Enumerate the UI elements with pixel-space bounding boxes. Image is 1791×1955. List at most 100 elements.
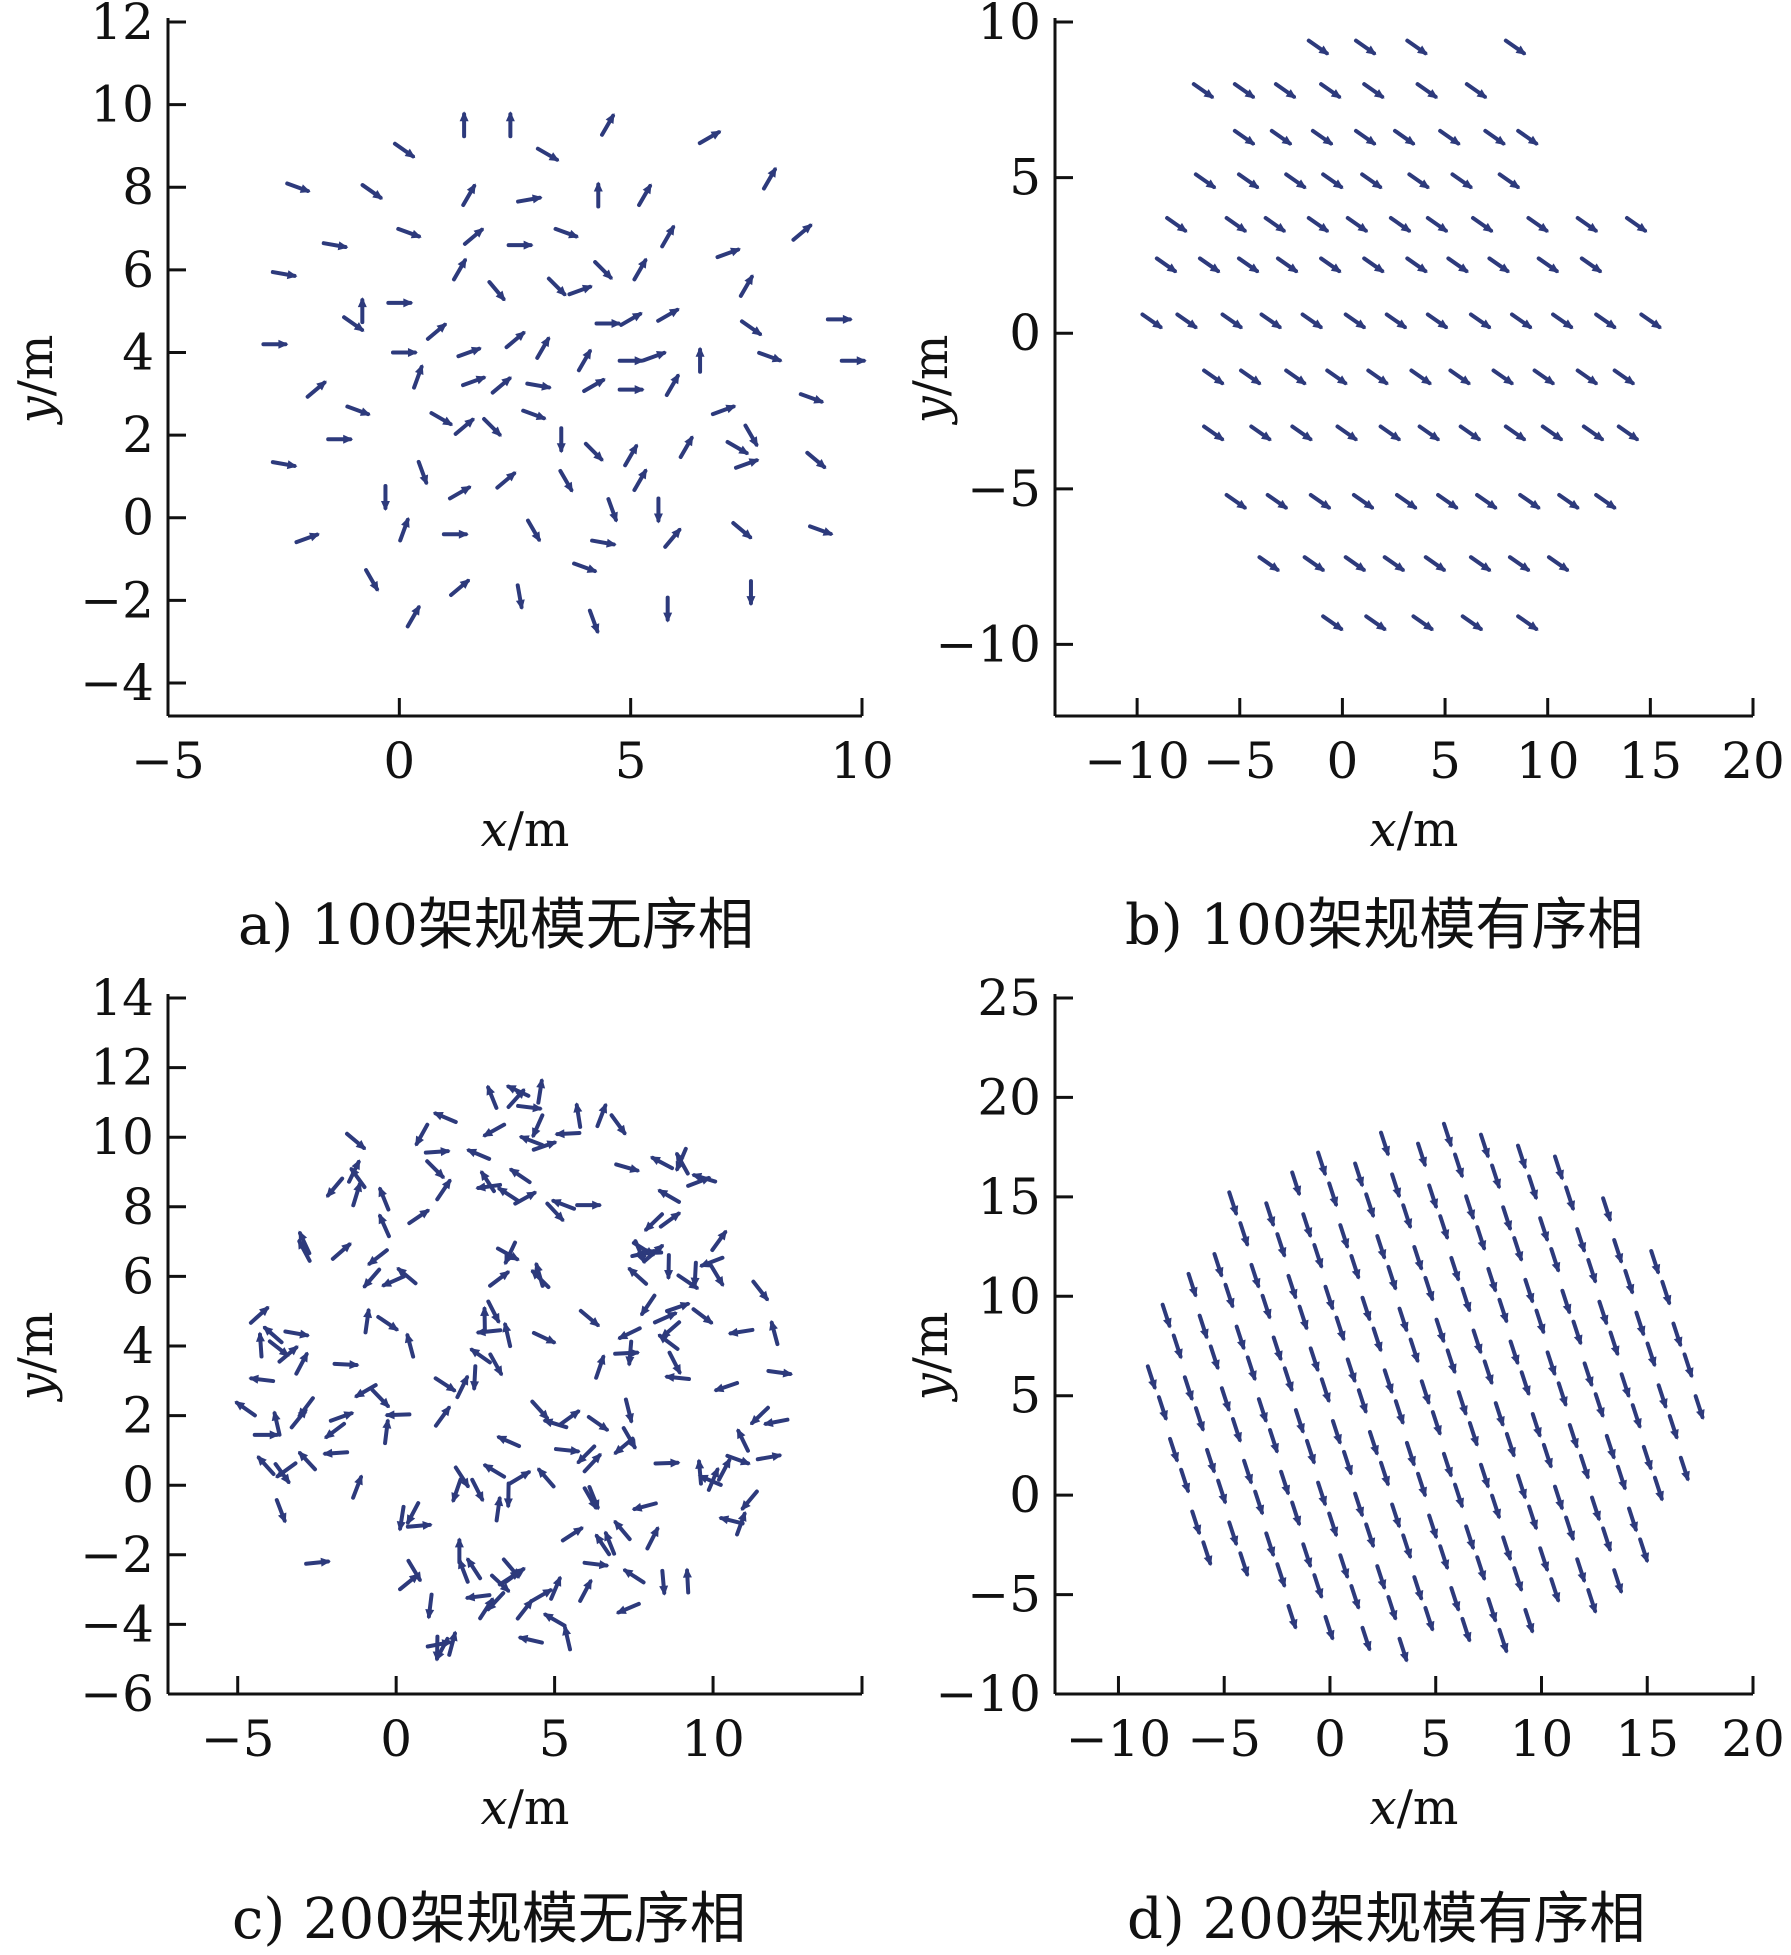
arrow-marker (1506, 41, 1526, 55)
arrow-marker (469, 1348, 489, 1362)
arrow-marker (547, 1204, 564, 1222)
arrow-marker (1227, 218, 1247, 232)
arrow-marker (1229, 1522, 1238, 1546)
arrow-marker (1270, 1430, 1279, 1454)
arrow-marker (1385, 1370, 1394, 1394)
arrow-marker (251, 1306, 270, 1323)
arrow-marker (1309, 41, 1329, 55)
arrow-marker (1614, 1240, 1623, 1264)
arrow-marker (741, 1492, 757, 1511)
arrow-marker (436, 1405, 451, 1425)
arrow-marker (1673, 1324, 1682, 1348)
arrow-marker (287, 183, 310, 192)
arrow-marker (324, 1424, 344, 1439)
arrow-marker (717, 248, 740, 257)
arrow-marker (560, 1410, 580, 1425)
arrow-marker (460, 111, 469, 136)
arrow-marker (1629, 1509, 1638, 1533)
arrow-marker (1499, 1300, 1508, 1324)
arrow-marker (1351, 1256, 1360, 1280)
arrow-marker (1438, 495, 1458, 509)
arrow-marker (414, 364, 423, 387)
arrow-marker (759, 353, 782, 362)
arrow-marker (670, 1353, 681, 1375)
arrow-marker (331, 1411, 354, 1420)
arrow-marker (667, 373, 680, 395)
arrow-marker (1540, 1218, 1549, 1242)
arrow-marker (1489, 258, 1509, 272)
arrow-marker (1354, 495, 1374, 509)
arrow-marker (1200, 258, 1220, 272)
arrow-marker (398, 229, 421, 238)
arrow-marker (382, 1418, 391, 1443)
arrow-marker (1227, 495, 1247, 509)
y-tick-label: 6 (122, 241, 154, 299)
arrow-marker (484, 419, 502, 437)
x-tick-label: −10 (1066, 1710, 1172, 1768)
arrow-marker (793, 224, 812, 240)
arrow-marker (1363, 1298, 1372, 1322)
arrow-marker (1592, 1498, 1601, 1522)
arrow-marker (602, 113, 615, 135)
arrow-marker (487, 1085, 497, 1108)
arrow-marker (1288, 1276, 1297, 1300)
arrow-marker (504, 1483, 513, 1508)
arrow-marker (395, 144, 415, 158)
arrow-marker (1585, 1363, 1594, 1387)
arrow-marker (1670, 1416, 1679, 1440)
arrow-marker (532, 1402, 549, 1421)
arrow-marker (1321, 84, 1341, 98)
arrow-marker (1618, 1467, 1627, 1491)
arrow-marker (1411, 370, 1431, 384)
arrow-marker (1640, 1539, 1649, 1563)
caption-b: b) 100架规模有序相 (1125, 880, 1643, 961)
y-tick-label: 8 (122, 158, 154, 216)
arrow-marker (1506, 426, 1526, 440)
arrow-marker (554, 1129, 579, 1138)
arrow-marker (1277, 1234, 1286, 1258)
arrow-marker (557, 428, 566, 453)
arrow-marker (1251, 1265, 1260, 1289)
arrow-marker (1451, 1588, 1460, 1612)
arrow-marker (1429, 1516, 1438, 1540)
arrow-marker (488, 1302, 499, 1324)
arrow-marker (1473, 218, 1493, 232)
arrow-marker (1204, 370, 1224, 384)
arrow-marker (1340, 1225, 1349, 1249)
arrow-marker (527, 382, 552, 391)
arrow-marker (694, 1309, 714, 1324)
arrow-marker (1582, 258, 1602, 272)
arrow-marker (400, 517, 409, 540)
arrow-marker (1420, 426, 1440, 440)
arrow-marker (1387, 314, 1407, 328)
arrow-marker (1414, 1577, 1423, 1601)
arrow-marker (1648, 1343, 1657, 1367)
y-tick-label: 4 (122, 323, 154, 381)
arrow-marker (614, 1520, 630, 1539)
arrow-marker (1492, 1166, 1501, 1190)
x-tick-label: 10 (1510, 1710, 1574, 1768)
y-tick-label: 0 (1009, 304, 1041, 362)
y-tick-label: −4 (80, 1595, 154, 1653)
arrow-marker (475, 1327, 500, 1336)
arrow-marker (1548, 1352, 1557, 1376)
arrow-marker (1448, 258, 1468, 272)
arrow-marker (1570, 1425, 1579, 1449)
arrow-marker (1318, 1483, 1327, 1507)
arrow-marker (1292, 1172, 1301, 1196)
arrow-marker (1644, 1447, 1653, 1471)
arrow-marker (585, 1560, 610, 1569)
x-tick-label: 10 (1516, 732, 1580, 790)
arrow-marker (656, 1458, 681, 1467)
arrow-marker (1277, 1564, 1286, 1588)
y-tick-label: 12 (90, 1039, 154, 1097)
arrow-marker (1346, 557, 1366, 571)
arrow-marker (1535, 370, 1555, 384)
arrow-marker (1237, 1327, 1246, 1351)
arrow-marker (490, 1271, 510, 1286)
arrow-marker (1321, 258, 1341, 272)
arrow-marker (1248, 1357, 1257, 1381)
arrow-marker (458, 347, 481, 356)
